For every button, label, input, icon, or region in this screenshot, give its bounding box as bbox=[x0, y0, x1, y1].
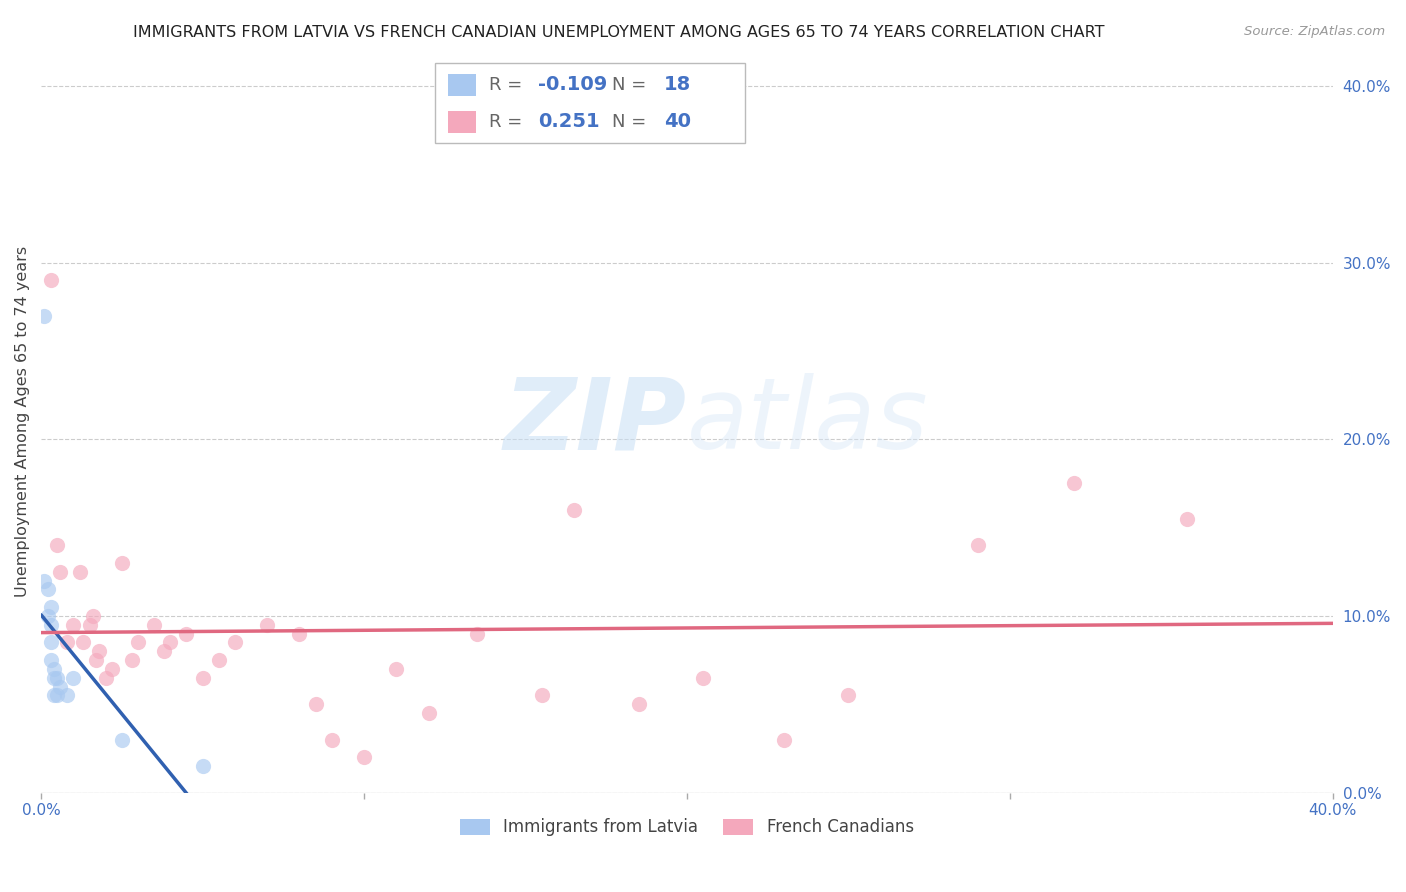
Text: R =: R = bbox=[489, 76, 529, 94]
Point bbox=[562, 503, 585, 517]
Text: R =: R = bbox=[489, 112, 529, 131]
Point bbox=[837, 689, 859, 703]
Point bbox=[46, 538, 69, 552]
Point bbox=[69, 565, 91, 579]
Point bbox=[208, 653, 231, 667]
Point bbox=[191, 759, 214, 773]
Point bbox=[176, 626, 198, 640]
Point bbox=[46, 671, 69, 685]
Point bbox=[321, 732, 343, 747]
Text: ZIP: ZIP bbox=[503, 373, 688, 470]
Point bbox=[418, 706, 440, 721]
Point bbox=[62, 671, 84, 685]
Point bbox=[89, 644, 111, 658]
Text: 40: 40 bbox=[664, 112, 690, 131]
Point bbox=[101, 662, 124, 676]
Point bbox=[111, 556, 134, 570]
Point bbox=[34, 309, 56, 323]
Point bbox=[304, 698, 326, 712]
Point bbox=[49, 565, 72, 579]
Text: N =: N = bbox=[612, 112, 652, 131]
Point bbox=[42, 662, 65, 676]
Point bbox=[530, 689, 553, 703]
Point bbox=[56, 689, 79, 703]
Point bbox=[353, 750, 375, 764]
Point bbox=[966, 538, 988, 552]
Point bbox=[39, 635, 62, 649]
Point bbox=[385, 662, 408, 676]
Point bbox=[72, 635, 94, 649]
Point bbox=[49, 680, 72, 694]
Point bbox=[37, 609, 59, 624]
Point bbox=[772, 732, 794, 747]
Text: -0.109: -0.109 bbox=[538, 76, 607, 95]
Point bbox=[465, 626, 488, 640]
Point bbox=[288, 626, 311, 640]
Point bbox=[39, 273, 62, 287]
Point bbox=[37, 582, 59, 597]
Point bbox=[627, 698, 650, 712]
Point bbox=[82, 609, 104, 624]
Point bbox=[94, 671, 117, 685]
FancyBboxPatch shape bbox=[434, 63, 745, 144]
Point bbox=[39, 600, 62, 615]
Text: IMMIGRANTS FROM LATVIA VS FRENCH CANADIAN UNEMPLOYMENT AMONG AGES 65 TO 74 YEARS: IMMIGRANTS FROM LATVIA VS FRENCH CANADIA… bbox=[134, 25, 1104, 40]
Point bbox=[256, 617, 278, 632]
Point bbox=[153, 644, 176, 658]
Text: N =: N = bbox=[612, 76, 652, 94]
Point bbox=[46, 689, 69, 703]
Point bbox=[84, 653, 107, 667]
Point bbox=[191, 671, 214, 685]
Point bbox=[42, 671, 65, 685]
Point bbox=[127, 635, 149, 649]
Point bbox=[1063, 476, 1085, 491]
Legend: Immigrants from Latvia, French Canadians: Immigrants from Latvia, French Canadians bbox=[460, 818, 914, 837]
Text: Source: ZipAtlas.com: Source: ZipAtlas.com bbox=[1244, 25, 1385, 38]
Point bbox=[692, 671, 714, 685]
Point bbox=[1177, 512, 1199, 526]
Point bbox=[62, 617, 84, 632]
Point bbox=[56, 635, 79, 649]
Point bbox=[39, 617, 62, 632]
Point bbox=[224, 635, 246, 649]
Text: 0.251: 0.251 bbox=[538, 112, 600, 131]
Point bbox=[79, 617, 101, 632]
Point bbox=[39, 653, 62, 667]
FancyBboxPatch shape bbox=[449, 74, 477, 96]
FancyBboxPatch shape bbox=[449, 111, 477, 133]
Text: atlas: atlas bbox=[688, 373, 928, 470]
Point bbox=[143, 617, 166, 632]
Point bbox=[34, 574, 56, 588]
Text: 18: 18 bbox=[664, 76, 690, 95]
Y-axis label: Unemployment Among Ages 65 to 74 years: Unemployment Among Ages 65 to 74 years bbox=[15, 246, 30, 598]
Point bbox=[121, 653, 143, 667]
Point bbox=[42, 689, 65, 703]
Point bbox=[159, 635, 181, 649]
Point bbox=[111, 732, 134, 747]
